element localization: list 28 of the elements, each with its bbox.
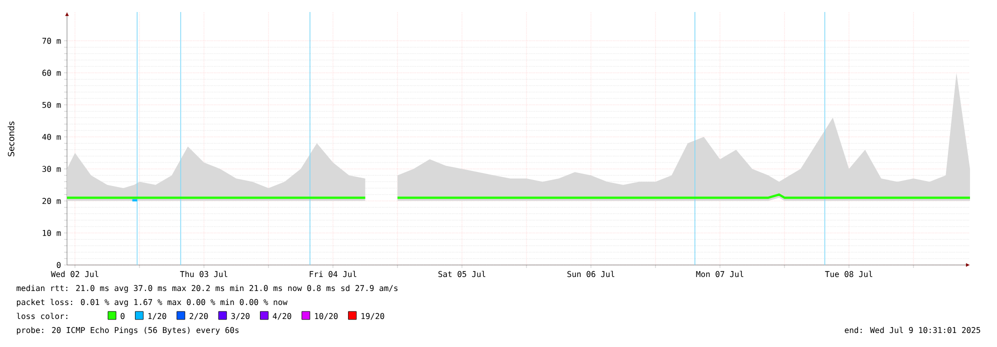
y-tick-label: 20 m [42,198,61,204]
x-tick-label: Sun 06 Jul [567,270,614,278]
legend-label: 10/20 [315,313,338,320]
y-tick-label: 0 [56,262,61,268]
y-axis-title: Seconds [8,122,14,156]
legend-label: 2/20 [190,313,208,320]
x-tick-label: Thu 03 Jul [180,270,228,278]
y-tick-label: 40 m [42,134,61,140]
text: probe: 20 ICMP Echo Pings (56 Bytes) every 60s [16,326,239,335]
y-tick-label: 50 m [42,102,61,108]
legend-title: loss color: [16,312,68,320]
legend-label: 4/20 [272,313,292,320]
x-tick-label: Mon 07 Jul [696,270,744,278]
legend-label: 19/20 [362,313,384,320]
x-tick-label: Fri 04 Jul [310,270,356,278]
text: end: Wed Jul 9 10:31:01 2025 [844,326,980,334]
text: median rtt: 21.0 ms avg 37.0 ms max 20.2 ms min 21.0 ms now 0.8 ms sd 27.9 am/s [16,284,398,293]
x-tick-label: Wed 02 Jul [50,270,98,278]
legend-label: 3/20 [231,313,250,320]
y-tick-label: 70 m [42,38,61,44]
legend-label: 0 [120,313,125,320]
y-tick-label: 60 m [42,70,61,76]
x-tick-label: Sat 05 Jul [438,270,486,278]
text: packet loss: 0.01 % avg 1.67 % max 0.00 % min 0.00 % now [16,298,288,307]
y-tick-label: 10 m [42,230,61,236]
x-tick-label: Tue 08 Jul [825,270,872,278]
legend-label: 1/20 [148,313,166,320]
y-tick-label: 30 m [42,166,61,172]
